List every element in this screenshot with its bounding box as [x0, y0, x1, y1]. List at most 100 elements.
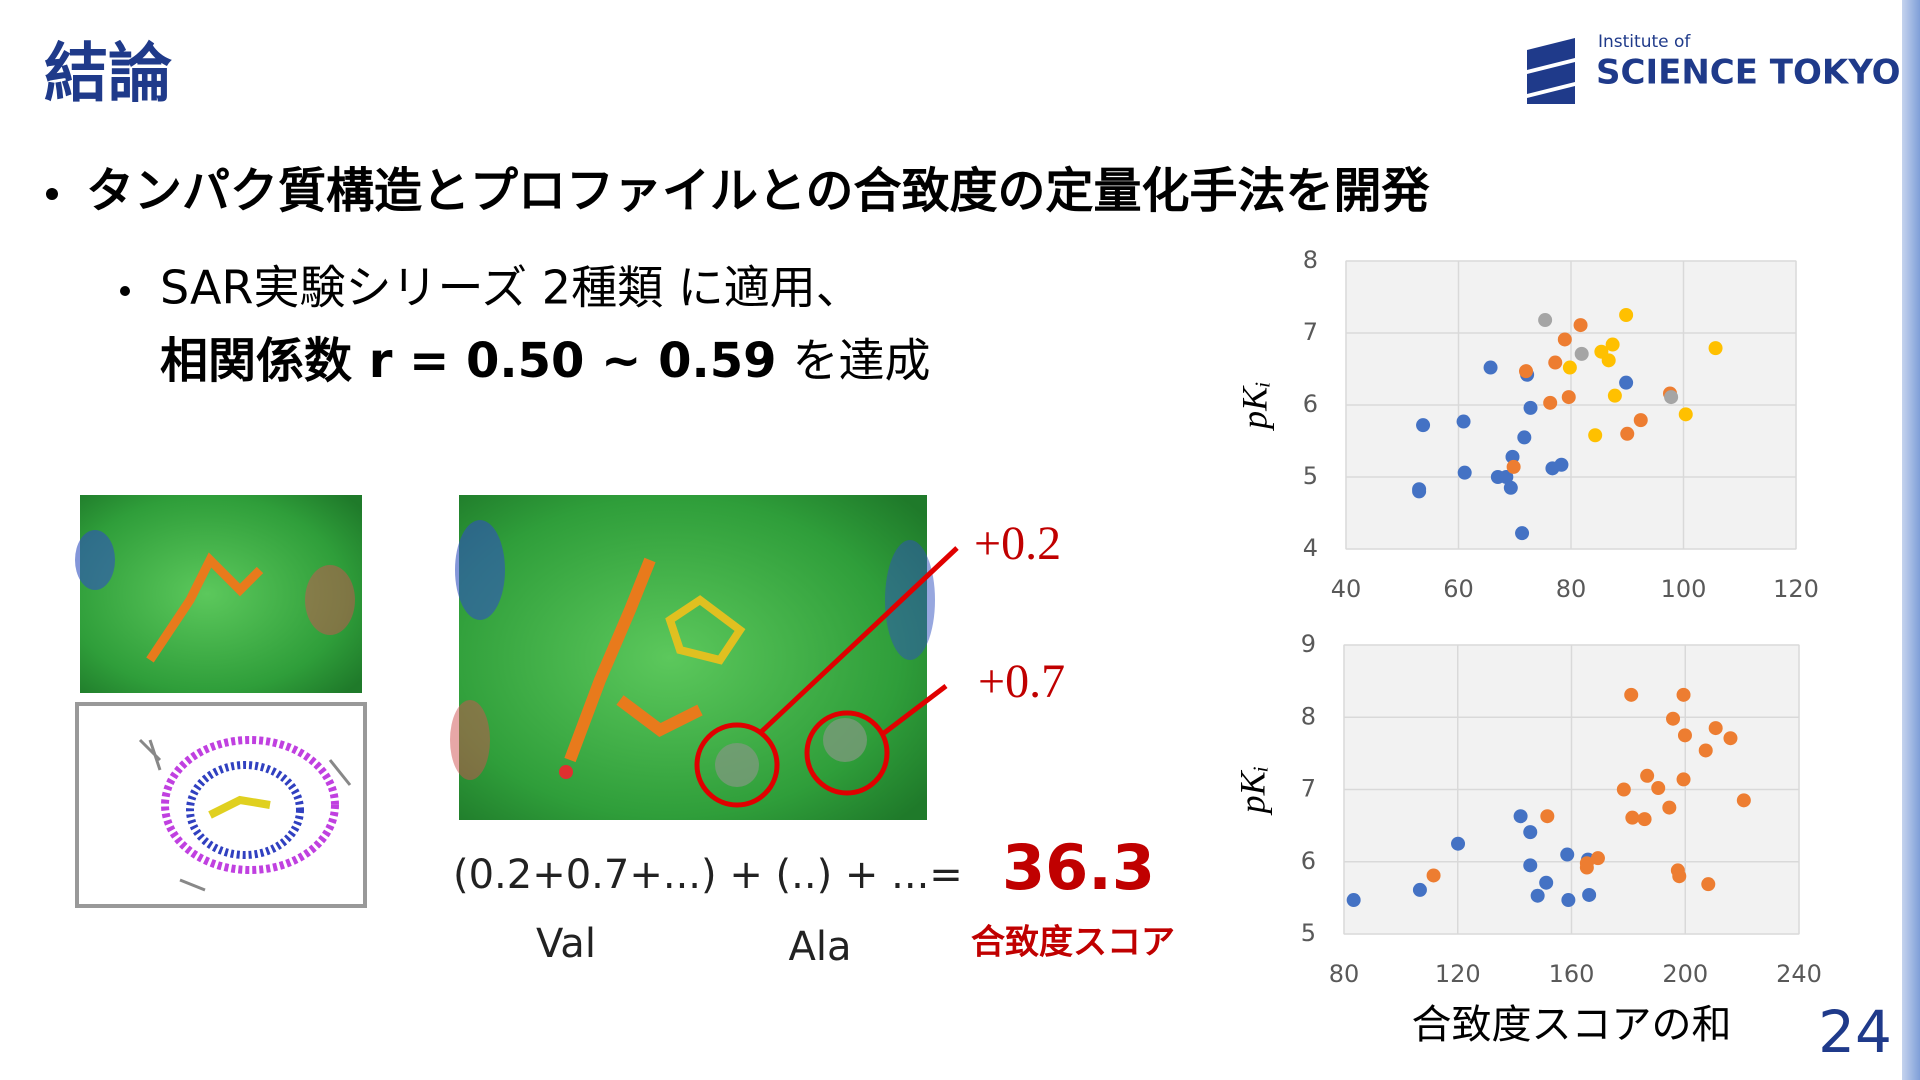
slide-title: 結論: [44, 38, 172, 112]
data-point: [1539, 875, 1554, 890]
annotation: +0.7: [978, 655, 1065, 708]
x-tick-label: 80: [1556, 575, 1587, 603]
annotation: +0.2: [974, 517, 1061, 570]
data-point: [1519, 364, 1533, 379]
annotation-marks: [694, 546, 959, 808]
x-tick-label: 40: [1331, 575, 1362, 603]
logo-line2: SCIENCE TOKYO: [1596, 53, 1901, 93]
data-point: [1554, 457, 1569, 472]
data-point: [1723, 731, 1738, 746]
data-point: [1456, 414, 1471, 429]
logo: Institute of SCIENCE TOKYO: [1527, 32, 1901, 104]
score-label: 合致度スコア: [971, 923, 1175, 963]
y-tick-label: 6: [1303, 390, 1318, 418]
data-point: [1607, 388, 1622, 403]
x-axis-label: 合致度スコアの和: [1412, 1002, 1732, 1048]
data-point: [1483, 360, 1498, 375]
x-tick-label: 120: [1773, 575, 1819, 603]
y-tick-label: 6: [1301, 847, 1316, 875]
x-tick-label: 60: [1443, 575, 1474, 603]
page-number: 24: [1818, 998, 1892, 1066]
data-point: [1517, 430, 1532, 445]
data-point: [1637, 812, 1652, 827]
data-point: [1678, 407, 1693, 422]
data-point: [1672, 869, 1687, 884]
data-point: [1619, 308, 1634, 322]
data-point: [1620, 426, 1635, 441]
data-point: [1708, 341, 1723, 356]
protein-image-small: [75, 495, 362, 693]
data-point: [1651, 781, 1666, 796]
data-point: [1590, 851, 1605, 866]
data-point: [1561, 893, 1576, 908]
data-point: [1523, 825, 1538, 840]
data-point: [1540, 809, 1555, 824]
x-tick-label: 200: [1662, 960, 1708, 988]
bullet-dot: [46, 188, 58, 200]
data-point: [1574, 346, 1589, 361]
bullet-dot: [120, 286, 130, 296]
data-point: [1346, 893, 1361, 908]
x-tick-label: 80: [1329, 960, 1360, 988]
data-point: [1560, 847, 1575, 862]
logo-line1: Institute of: [1598, 32, 1691, 52]
data-point: [1605, 337, 1620, 352]
data-point: [1616, 782, 1631, 797]
score: 36.3: [1002, 831, 1155, 904]
formula: (0.2+0.7+...) + (..) + ...=: [453, 852, 963, 898]
data-point: [1562, 360, 1577, 375]
data-point: [1499, 470, 1514, 484]
bullet-2-line1: SAR実験シリーズ 2種類 に適用、: [160, 261, 862, 315]
y-tick-label: 8: [1301, 702, 1316, 730]
y-tick-label: 8: [1303, 246, 1318, 274]
data-point: [1513, 809, 1528, 824]
data-point: [1677, 728, 1692, 743]
data-point: [1530, 888, 1545, 903]
data-point: [1701, 877, 1716, 892]
data-point: [1451, 836, 1466, 851]
data-point: [1736, 793, 1751, 808]
residue-label: Ala: [789, 924, 852, 970]
data-point: [1662, 800, 1677, 815]
y-tick-label: 7: [1303, 318, 1318, 346]
data-point: [1633, 413, 1648, 428]
residue-label: Val: [536, 921, 596, 967]
edge-bar: [1902, 0, 1920, 1080]
data-point: [1457, 465, 1472, 480]
data-point: [1548, 355, 1563, 370]
y-tick-label: 4: [1303, 534, 1318, 562]
y-axis-label: pKᵢ: [1234, 381, 1274, 432]
data-point: [1664, 390, 1679, 405]
y-tick-label: 5: [1303, 462, 1318, 490]
data-point: [1582, 887, 1597, 902]
protein-image-large: [450, 495, 935, 820]
data-point: [1416, 418, 1431, 433]
data-point: [1503, 480, 1518, 495]
data-point: [1676, 687, 1691, 702]
x-tick-label: 160: [1549, 960, 1595, 988]
data-point: [1515, 526, 1530, 541]
y-tick-label: 7: [1301, 775, 1316, 803]
y-axis-label: pKᵢ: [1232, 766, 1272, 817]
x-tick-label: 240: [1776, 960, 1822, 988]
data-point: [1588, 428, 1603, 443]
data-point: [1676, 772, 1691, 787]
data-point: [1579, 856, 1594, 871]
bullet-2-rest: を達成: [793, 334, 931, 388]
data-point: [1601, 353, 1616, 368]
data-point: [1640, 768, 1655, 783]
bullet-1: タンパク質構造とプロファイルとの合致度の定量化手法を開発: [86, 163, 1431, 219]
data-point: [1573, 318, 1588, 333]
data-point: [1624, 687, 1639, 702]
data-point: [1666, 711, 1681, 726]
data-point: [1698, 743, 1713, 758]
y-tick-label: 9: [1301, 630, 1316, 658]
data-point: [1543, 395, 1558, 410]
data-point: [1538, 313, 1553, 328]
x-tick-label: 100: [1661, 575, 1707, 603]
data-point: [1625, 810, 1640, 825]
density-image: [75, 702, 367, 908]
data-point: [1412, 482, 1427, 497]
